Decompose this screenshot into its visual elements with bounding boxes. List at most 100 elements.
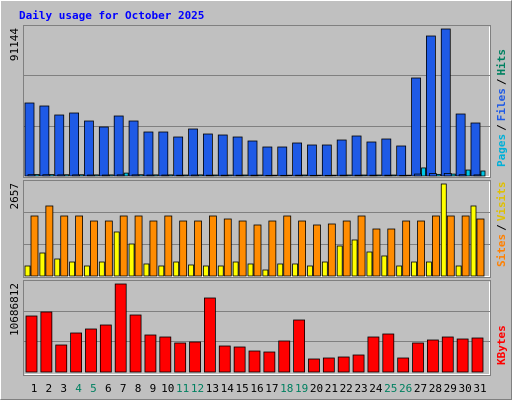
bar	[57, 174, 66, 177]
bar	[277, 263, 284, 277]
bar	[247, 263, 254, 277]
bar	[412, 342, 424, 373]
bar	[406, 174, 412, 177]
bar	[402, 220, 411, 277]
x-tick-label: 9	[150, 382, 157, 395]
bar	[346, 174, 352, 177]
x-tick-label: 13	[206, 382, 219, 395]
bar	[205, 174, 214, 177]
legend-entry: Hits	[495, 49, 508, 76]
x-tick-label: 16	[250, 382, 263, 395]
y-tick-label: 91144	[8, 28, 21, 61]
bar	[411, 77, 421, 177]
bar	[153, 174, 159, 177]
bar	[339, 174, 348, 177]
legend: Pages / Files / Hits	[495, 49, 508, 167]
bar	[64, 174, 70, 177]
bar	[128, 120, 139, 177]
bar	[203, 297, 216, 373]
bar	[25, 315, 38, 373]
bar	[208, 215, 217, 277]
bar	[179, 220, 188, 277]
x-tick-label: 26	[399, 382, 412, 395]
bar	[144, 334, 157, 373]
bar	[384, 174, 393, 177]
bar	[268, 220, 277, 277]
bar	[232, 261, 239, 277]
bar	[426, 339, 439, 373]
bar	[399, 174, 408, 177]
bar	[473, 174, 482, 177]
x-tick-label: 17	[265, 382, 278, 395]
bar	[292, 263, 299, 277]
legend-separator: /	[495, 224, 508, 231]
bar	[295, 174, 304, 177]
x-tick-label: 5	[90, 382, 97, 395]
x-tick-label: 15	[236, 382, 249, 395]
bar	[247, 140, 258, 177]
bar	[104, 220, 113, 277]
bar	[85, 328, 97, 373]
bar	[113, 231, 120, 277]
bar	[440, 183, 447, 277]
bar	[176, 174, 185, 177]
x-tick-label: 30	[459, 382, 472, 395]
x-tick-label: 20	[310, 382, 323, 395]
legend-separator: /	[495, 78, 508, 85]
bar	[321, 144, 332, 177]
bar	[324, 174, 333, 177]
bar	[159, 336, 172, 373]
bar	[49, 174, 55, 177]
bar	[116, 174, 125, 177]
bar	[440, 28, 451, 177]
bar	[352, 354, 365, 373]
bar	[250, 174, 259, 177]
bar	[220, 174, 229, 177]
bar	[308, 358, 320, 373]
bar	[272, 174, 278, 177]
bar	[278, 340, 291, 373]
bar	[455, 113, 466, 177]
bar	[351, 239, 358, 277]
bar	[391, 174, 397, 177]
x-tick-label: 31	[473, 382, 486, 395]
bar	[217, 134, 228, 177]
bar	[446, 215, 455, 277]
bar	[84, 265, 90, 277]
bar	[248, 350, 261, 373]
x-tick-label: 24	[369, 382, 383, 395]
bar	[54, 258, 61, 277]
x-tick-label: 10	[161, 382, 174, 395]
bar	[257, 174, 263, 177]
bar	[164, 215, 173, 277]
bar	[387, 228, 396, 277]
bar	[336, 245, 343, 277]
x-tick-label: 2	[46, 382, 53, 395]
bar	[123, 172, 129, 177]
bar	[146, 174, 155, 177]
bar	[60, 215, 69, 277]
bar	[227, 174, 233, 177]
bar	[470, 122, 481, 177]
bar	[456, 338, 469, 373]
bar	[421, 167, 426, 177]
x-tick-label: 27	[414, 382, 427, 395]
bar	[113, 115, 124, 177]
bar	[331, 174, 337, 177]
bar	[458, 174, 467, 177]
bar	[119, 215, 128, 277]
bar	[161, 174, 170, 177]
bar	[292, 142, 303, 177]
bar	[357, 215, 366, 277]
bar	[471, 337, 484, 373]
bar	[99, 324, 112, 373]
bar	[293, 319, 306, 373]
bar	[69, 261, 75, 277]
legend-entry: KBytes	[495, 325, 508, 365]
bar	[173, 261, 180, 277]
bar	[168, 174, 174, 177]
bar	[45, 205, 54, 277]
bar	[101, 174, 110, 177]
x-tick-label: 25	[384, 382, 397, 395]
